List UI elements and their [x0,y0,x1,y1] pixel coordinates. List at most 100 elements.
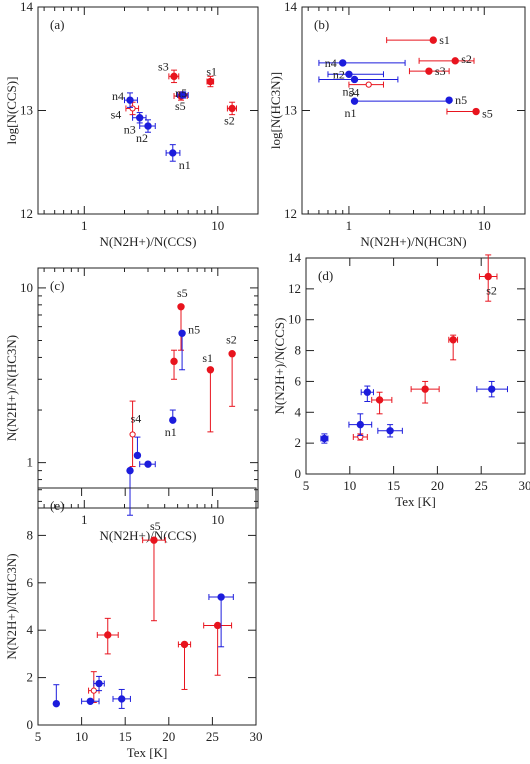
data-point-s4: s4 [129,400,141,468]
y-tick-label: 13 [284,103,297,118]
y-tick-label: 8 [27,527,34,542]
data-point [377,424,403,438]
data-marker [170,357,178,366]
data-marker [170,72,178,81]
data-point-s1: s1 [202,351,215,433]
data-point-n1: n1 [345,97,450,120]
data-marker [180,640,189,649]
x-axis-label: N(N2H+)/N(CCS) [100,528,197,543]
data-marker [126,96,134,104]
y-tick-label: 0 [27,717,34,732]
data-point-s3: s3 [408,64,450,78]
data-point [81,697,100,705]
data-point [348,413,373,436]
x-tick-label: 10 [478,218,491,233]
panel-label: (a) [50,17,64,32]
data-marker [228,350,236,358]
data-marker [472,107,480,116]
data-point-n4: n4 [112,89,138,108]
y-tick-label: 13 [20,103,33,118]
point-label: s5 [482,107,493,121]
x-axis-label: Tex [K] [127,745,168,760]
plot-frame [37,487,257,726]
x-axis-label: N(N2H+)/N(HC3N) [360,234,466,249]
y-tick-label: 14 [20,0,34,14]
data-point-n4: n4 [318,56,406,70]
data-marker [86,697,95,705]
x-tick-label: 1 [81,512,88,527]
data-marker [133,451,142,460]
data-marker [136,114,144,122]
x-tick-label: 30 [250,729,263,744]
y-tick-label: 12 [20,206,33,221]
data-marker [206,77,215,86]
y-tick-label: 10 [288,312,301,327]
x-tick-label: 15 [119,729,132,744]
point-label: n1 [165,425,177,439]
x-tick-label: 5 [35,729,42,744]
point-label: s1 [202,351,213,365]
point-label: s2 [226,333,237,347]
data-point-n2: n2 [136,119,156,145]
data-point [208,593,234,648]
panel-d: 5 10 15 20 25 30 0 2 4 6 8 10 12 14 (d) Tex [K] N(N2H+)/… [272,250,530,509]
data-marker [228,104,236,113]
data-marker [350,75,359,84]
y-tick-label: 1 [27,455,34,470]
data-point-n5: n5 [175,86,189,100]
data-point [52,684,61,708]
x-tick-label: 1 [81,218,88,233]
x-tick-label: 1 [346,218,353,233]
data-marker [52,699,61,708]
panel-label: (e) [50,498,64,513]
y-tick-label: 2 [27,670,34,685]
panel-e: 5 10 15 20 25 30 0 2 4 6 8 (e) Tex [K] N(N2H+)/N(HC3N… [4,487,263,760]
y-tick-label: 8 [295,343,302,358]
point-label: s1 [439,33,450,47]
point-label: s5 [177,286,188,300]
point-label: n2 [333,67,345,81]
data-point-s5: s5 [142,519,166,622]
data-point-s3: s3 [158,59,180,84]
y-axis-label: N(N2H+)/N(CCS) [272,318,287,415]
data-marker [177,303,185,311]
point-label: s5 [175,99,186,113]
data-point-s4: s4 [348,81,384,100]
point-label: s1 [206,65,217,79]
x-tick-label: 10 [75,729,88,744]
data-marker [339,59,347,67]
data-marker [449,336,457,344]
data-marker [484,272,492,281]
data-point [139,460,156,468]
y-tick-label: 12 [288,281,301,296]
point-label: n3 [124,123,136,137]
point-label: n4 [325,56,337,70]
data-marker [95,679,103,688]
data-point-n5: n5 [178,322,200,371]
y-axis-label: N(N2H+)/N(HC3N) [4,553,19,659]
plot-frame [37,6,259,215]
data-point [96,617,119,655]
data-point-s2: s2 [224,101,237,127]
y-axis-label: log[N(CCS)] [4,77,19,145]
data-point-n3: n3 [124,112,147,137]
data-marker [356,420,365,429]
data-point [203,621,233,676]
y-tick-label: 4 [295,404,302,419]
data-marker [179,91,187,99]
panel-b: 1 10 12 13 14 (b) N(N2H+)/N(HC3N) log[N(HC3N)] s… [268,0,526,249]
point-label: s3 [158,59,169,73]
point-label: n5 [188,322,200,336]
x-tick-label: 15 [387,478,400,493]
data-point [126,466,134,516]
y-axis-label: N(N2H+)/N(HC3N) [4,335,19,441]
point-label: n4 [112,89,124,103]
data-point-s4: s4 [111,101,140,121]
data-marker [421,385,429,393]
x-tick-label: 25 [206,729,219,744]
point-label: s2 [486,284,497,298]
data-marker [169,416,177,424]
data-point [476,380,508,398]
point-label: n1 [179,158,191,172]
y-tick-label: 4 [27,622,34,637]
